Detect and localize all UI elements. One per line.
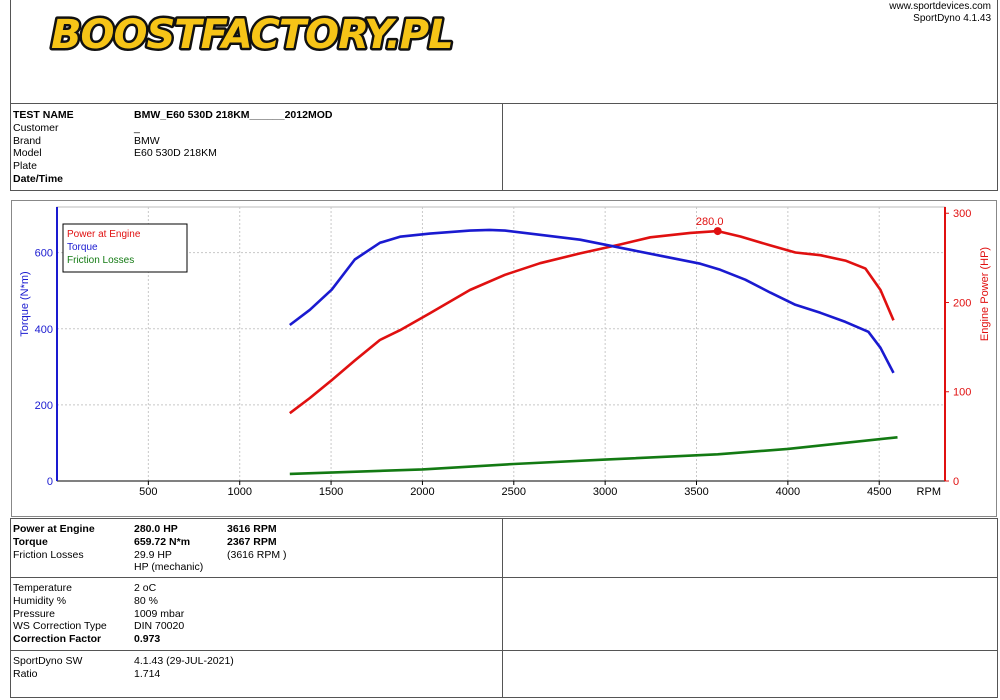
row-extra: 3616 RPM: [227, 523, 277, 535]
legend-entry: Friction Losses: [67, 255, 134, 266]
row-value: 0.973: [134, 633, 161, 646]
row-label: Brand: [13, 134, 42, 147]
y2-tick-label: 100: [953, 387, 971, 399]
row-label: Torque: [13, 535, 48, 548]
row-label: Customer: [13, 121, 59, 134]
conditions: Temperature 2 oC Humidity % 80 % Pressure 100…: [10, 577, 998, 651]
legend-box: [62, 223, 188, 273]
results: Power at Engine 280.0 HP 3616 RPM Torque 659…: [10, 518, 998, 578]
row-value: E60 530D 218KM: [134, 147, 217, 160]
row-value: BMW_E60 530D 218KM______2012MOD: [134, 109, 333, 121]
row-value: 280.0 HP: [134, 523, 178, 535]
y-axis-title: Torque (N*m): [19, 271, 31, 336]
row-value: HP (mechanic): [134, 561, 204, 574]
y2-axis-title: Engine Power (HP): [979, 247, 991, 341]
row-value: _: [134, 121, 140, 134]
header: BOOSTFACTORY.PL www.sportdevices.com Spo…: [10, 0, 998, 104]
row-label: Plate: [13, 160, 37, 173]
row-extra: (3616 RPM ): [227, 548, 287, 561]
series-line: [289, 436, 898, 476]
row-label: Ratio: [13, 667, 38, 680]
row-extra: 2367 RPM: [227, 535, 277, 548]
x-axis-title: RPM: [917, 486, 941, 498]
website: www.sportdevices.com: [889, 1, 991, 12]
x-tick-label: 4000: [776, 486, 800, 498]
legend-entry: Power at Engine: [67, 229, 141, 240]
x-tick-label: 1500: [319, 486, 343, 498]
x-tick-label: 3500: [684, 486, 708, 498]
row-value: 80 %: [134, 594, 158, 607]
x-tick-label: 2500: [502, 486, 526, 498]
row-value: BMW: [134, 134, 160, 147]
row-value: 4.1.43 (29-JUL-2021): [134, 655, 234, 667]
annotation: 280.0: [696, 216, 724, 228]
row-label: Date/Time: [13, 173, 63, 185]
y-tick-label: 200: [35, 400, 53, 412]
row-label: SportDyno SW: [13, 655, 83, 667]
series-line: [289, 229, 895, 415]
peak-marker: [713, 227, 722, 236]
row-label: Temperature: [13, 582, 72, 594]
software-version: SportDyno 4.1.43: [913, 13, 991, 24]
series-line: [289, 228, 895, 374]
row-label: Friction Losses: [13, 548, 84, 561]
logo: BOOSTFACTORY.PL: [49, 10, 457, 61]
row-label: Pressure: [13, 607, 56, 620]
x-tick-label: 3000: [593, 486, 617, 498]
row-label: Correction Factor: [13, 633, 102, 646]
row-label: Model: [13, 147, 42, 160]
y-tick-label: 0: [47, 476, 53, 488]
plot-area: [56, 206, 946, 482]
y2-tick-label: 0: [953, 476, 959, 488]
row-value: 659.72 N*m: [134, 535, 191, 548]
row-value: 1.714: [134, 667, 161, 680]
y-tick-label: 400: [35, 324, 53, 336]
logo-rest: FACTORY.PL: [201, 12, 453, 58]
y2-tick-label: 300: [953, 208, 971, 220]
logo-text: BOOSTFACTORY.PL: [51, 12, 453, 58]
logo-bold: BOOST: [51, 12, 204, 58]
row-label: WS Correction Type: [13, 620, 107, 633]
software-info: SportDyno SW 4.1.43 (29-JUL-2021) Ratio 1.7…: [10, 650, 998, 698]
x-tick-label: 4500: [867, 486, 891, 498]
x-tick-label: 500: [139, 486, 157, 498]
x-tick-label: 1000: [227, 486, 251, 498]
row-value: DIN 70020: [134, 620, 185, 633]
y-tick-label: 600: [35, 248, 53, 260]
legend-entry: Torque: [67, 242, 98, 253]
row-value: 29.9 HP: [134, 548, 172, 561]
test-info: TEST NAME BMW_E60 530D 218KM______2012MOD…: [10, 103, 998, 191]
y2-tick-label: 200: [953, 297, 971, 309]
row-value: 2 oC: [134, 582, 157, 594]
x-tick-label: 2000: [410, 486, 434, 498]
row-label: Humidity %: [13, 594, 67, 607]
dyno-chart: 500 1000 1500 2000 2500 3000 3500 4000 450002004…: [11, 200, 997, 517]
row-label: Power at Engine: [13, 523, 95, 535]
row-value: 1009 mbar: [134, 607, 185, 620]
row-label: TEST NAME: [13, 109, 74, 121]
